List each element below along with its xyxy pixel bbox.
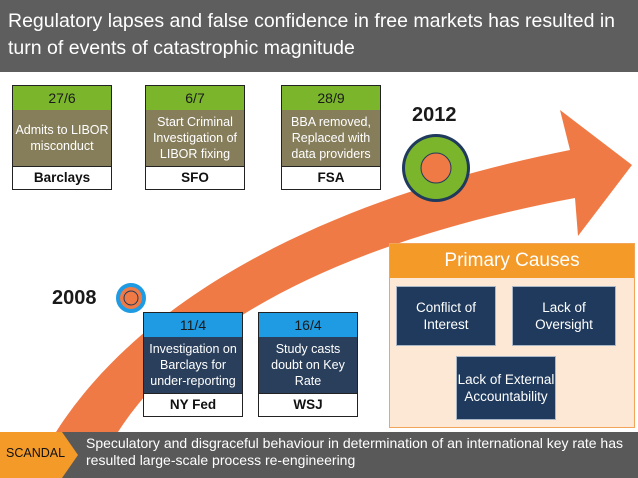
event-date: 11/4 bbox=[144, 313, 242, 337]
title-bar bbox=[0, 0, 638, 72]
cause-lack-of-external-accountability: Lack of External Accountability bbox=[456, 356, 556, 420]
event-org: SFO bbox=[146, 166, 244, 189]
event-date: 6/7 bbox=[146, 86, 244, 110]
event-description: Investigation on Barclays for under-repo… bbox=[144, 337, 242, 393]
event-card-barclays: 27/6 Admits to LIBOR misconduct Barclays bbox=[12, 85, 112, 190]
event-card-sfo: 6/7 Start Criminal Investigation of LIBO… bbox=[145, 85, 245, 190]
year-2008-label: 2008 bbox=[52, 287, 97, 309]
event-date: 27/6 bbox=[13, 86, 111, 110]
event-description: BBA removed, Replaced with data provider… bbox=[282, 110, 380, 166]
event-org: WSJ bbox=[259, 393, 357, 416]
scandal-tag: SCANDAL bbox=[6, 446, 66, 460]
event-org: NY Fed bbox=[144, 393, 242, 416]
marker-2012-icon bbox=[402, 134, 470, 202]
event-org: FSA bbox=[282, 166, 380, 189]
event-date: 16/4 bbox=[259, 313, 357, 337]
event-description: Study casts doubt on Key Rate bbox=[259, 337, 357, 393]
event-description: Admits to LIBOR misconduct bbox=[13, 110, 111, 166]
marker-2008-icon bbox=[116, 283, 146, 313]
timeline-arrow bbox=[56, 110, 632, 432]
year-2012-label: 2012 bbox=[412, 104, 457, 126]
cause-lack-of-oversight: Lack of Oversight bbox=[512, 286, 616, 346]
event-card-wsj: 16/4 Study casts doubt on Key Rate WSJ bbox=[258, 312, 358, 417]
primary-causes-title: Primary Causes bbox=[390, 244, 634, 278]
event-org: Barclays bbox=[13, 166, 111, 189]
primary-causes-panel: Primary Causes Conflict of Interest Lack… bbox=[389, 243, 635, 428]
event-date: 28/9 bbox=[282, 86, 380, 110]
scandal-tag-shape bbox=[0, 432, 78, 478]
slide-title: Regulatory lapses and false confidence i… bbox=[8, 10, 616, 59]
event-card-nyfed: 11/4 Investigation on Barclays for under… bbox=[143, 312, 243, 417]
cause-conflict-of-interest: Conflict of Interest bbox=[396, 286, 496, 346]
event-description: Start Criminal Investigation of LIBOR fi… bbox=[146, 110, 244, 166]
footer-text: Speculatory and disgraceful behaviour in… bbox=[86, 435, 623, 468]
footer-bar bbox=[0, 432, 638, 478]
event-card-fsa: 28/9 BBA removed, Replaced with data pro… bbox=[281, 85, 381, 190]
